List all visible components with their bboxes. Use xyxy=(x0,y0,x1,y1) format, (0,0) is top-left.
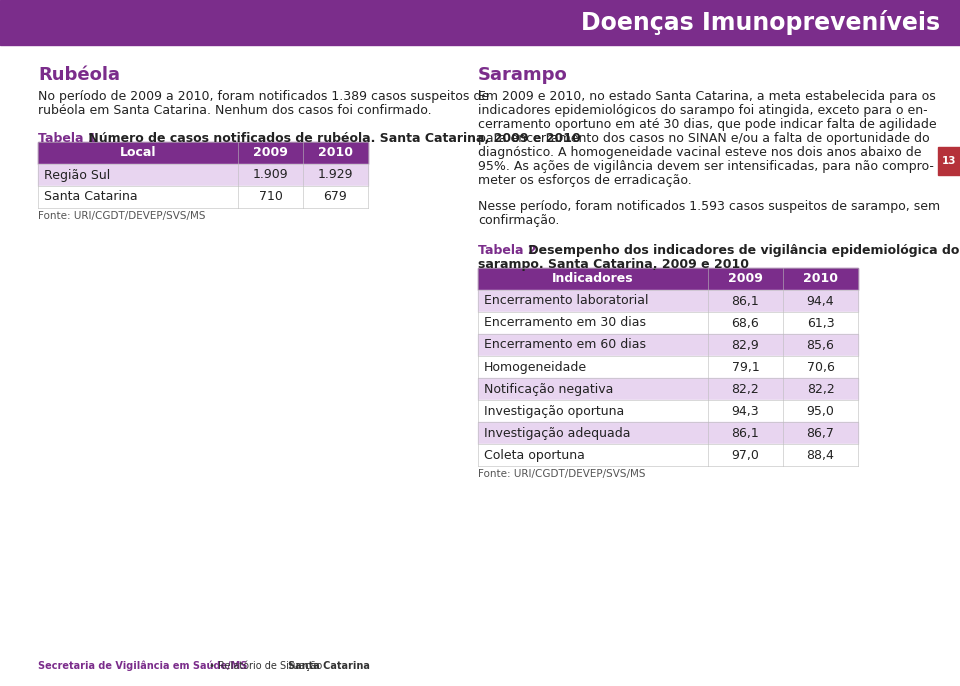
Text: Investigação oportuna: Investigação oportuna xyxy=(484,405,624,418)
Text: Região Sul: Região Sul xyxy=(44,169,110,182)
Bar xyxy=(478,268,858,290)
Text: Fonte: URI/CGDT/DEVEP/SVS/MS: Fonte: URI/CGDT/DEVEP/SVS/MS xyxy=(38,211,205,221)
Text: Notificação negativa: Notificação negativa xyxy=(484,383,613,396)
Bar xyxy=(478,290,858,312)
Text: 94,3: 94,3 xyxy=(732,405,759,418)
Bar xyxy=(478,312,858,334)
Text: Homogeneidade: Homogeneidade xyxy=(484,361,588,373)
Text: Encerramento em 30 dias: Encerramento em 30 dias xyxy=(484,316,646,329)
Text: Encerramento laboratorial: Encerramento laboratorial xyxy=(484,294,649,307)
Bar xyxy=(478,378,858,400)
Text: 2010: 2010 xyxy=(803,272,838,285)
Text: confirmação.: confirmação. xyxy=(478,214,560,227)
Text: 95,0: 95,0 xyxy=(806,405,834,418)
Bar xyxy=(478,444,858,466)
Text: 2009: 2009 xyxy=(728,272,763,285)
Text: Número de casos notificados de rubéola. Santa Catarina, 2009 e 2010: Número de casos notificados de rubéola. … xyxy=(84,132,581,145)
Text: Tabela 2: Tabela 2 xyxy=(478,244,537,257)
Text: Indicadores: Indicadores xyxy=(552,272,634,285)
Text: Em 2009 e 2010, no estado Santa Catarina, a meta estabelecida para os: Em 2009 e 2010, no estado Santa Catarina… xyxy=(478,90,936,103)
Bar xyxy=(478,334,858,356)
Text: diagnóstico. A homogeneidade vacinal esteve nos dois anos abaixo de: diagnóstico. A homogeneidade vacinal est… xyxy=(478,146,922,159)
Text: 85,6: 85,6 xyxy=(806,338,834,351)
Bar xyxy=(478,422,858,444)
Text: Investigação adequada: Investigação adequada xyxy=(484,427,631,440)
Bar xyxy=(938,147,960,175)
Text: 86,7: 86,7 xyxy=(806,427,834,440)
Text: 2009: 2009 xyxy=(253,147,288,160)
Text: 82,2: 82,2 xyxy=(732,383,759,396)
Text: indicadores epidemiológicos do sarampo foi atingida, exceto para o en-: indicadores epidemiológicos do sarampo f… xyxy=(478,104,927,117)
Bar xyxy=(478,356,858,378)
Text: 2010: 2010 xyxy=(318,147,353,160)
Text: para encerramento dos casos no SINAN e/ou a falta de oportunidade do: para encerramento dos casos no SINAN e/o… xyxy=(478,132,929,145)
Text: Santa Catarina: Santa Catarina xyxy=(288,661,370,671)
Text: •: • xyxy=(206,661,218,671)
Text: 86,1: 86,1 xyxy=(732,427,759,440)
Bar xyxy=(38,142,368,164)
Text: Fonte: URI/CGDT/DEVEP/SVS/MS: Fonte: URI/CGDT/DEVEP/SVS/MS xyxy=(478,469,645,479)
Text: Rubéola: Rubéola xyxy=(38,66,120,84)
Text: Encerramento em 60 dias: Encerramento em 60 dias xyxy=(484,338,646,351)
Text: 13: 13 xyxy=(942,156,956,166)
Text: Tabela 1: Tabela 1 xyxy=(38,132,97,145)
Text: 68,6: 68,6 xyxy=(732,316,759,329)
Text: 1.929: 1.929 xyxy=(318,169,353,182)
Text: Santa Catarina: Santa Catarina xyxy=(44,191,137,204)
Text: Local: Local xyxy=(120,147,156,160)
Text: rubéola em Santa Catarina. Nenhum dos casos foi confirmado.: rubéola em Santa Catarina. Nenhum dos ca… xyxy=(38,104,432,117)
Text: 88,4: 88,4 xyxy=(806,449,834,462)
Text: 1.909: 1.909 xyxy=(252,169,288,182)
Text: 94,4: 94,4 xyxy=(806,294,834,307)
Text: 86,1: 86,1 xyxy=(732,294,759,307)
Text: 79,1: 79,1 xyxy=(732,361,759,373)
Bar xyxy=(478,400,858,422)
Text: 82,2: 82,2 xyxy=(806,383,834,396)
Text: Doenças Imunopreveníveis: Doenças Imunopreveníveis xyxy=(581,10,940,35)
Text: cerramento oportuno em até 30 dias, que pode indicar falta de agilidade: cerramento oportuno em até 30 dias, que … xyxy=(478,118,937,131)
Text: 679: 679 xyxy=(324,191,348,204)
Text: sarampo. Santa Catarina, 2009 e 2010: sarampo. Santa Catarina, 2009 e 2010 xyxy=(478,258,749,271)
Text: meter os esforços de erradicação.: meter os esforços de erradicação. xyxy=(478,174,692,187)
Text: 95%. As ações de vigilância devem ser intensificadas, para não compro-: 95%. As ações de vigilância devem ser in… xyxy=(478,160,934,173)
Text: Nesse período, foram notificados 1.593 casos suspeitos de sarampo, sem: Nesse período, foram notificados 1.593 c… xyxy=(478,200,940,213)
Bar xyxy=(38,186,368,208)
Text: Relatório de Situação: Relatório de Situação xyxy=(218,661,325,671)
Bar xyxy=(0,0,960,45)
Bar xyxy=(38,164,368,186)
Text: 61,3: 61,3 xyxy=(806,316,834,329)
Text: Sarampo: Sarampo xyxy=(478,66,567,84)
Text: No período de 2009 a 2010, foram notificados 1.389 casos suspeitos de: No período de 2009 a 2010, foram notific… xyxy=(38,90,490,103)
Text: Desempenho dos indicadores de vigilância epidemiológica do: Desempenho dos indicadores de vigilância… xyxy=(524,244,959,257)
Text: 70,6: 70,6 xyxy=(806,361,834,373)
Text: 82,9: 82,9 xyxy=(732,338,759,351)
Text: Coleta oportuna: Coleta oportuna xyxy=(484,449,585,462)
Text: 710: 710 xyxy=(258,191,282,204)
Text: 97,0: 97,0 xyxy=(732,449,759,462)
Text: Secretaria de Vigilância em Saúde/MS: Secretaria de Vigilância em Saúde/MS xyxy=(38,661,248,671)
